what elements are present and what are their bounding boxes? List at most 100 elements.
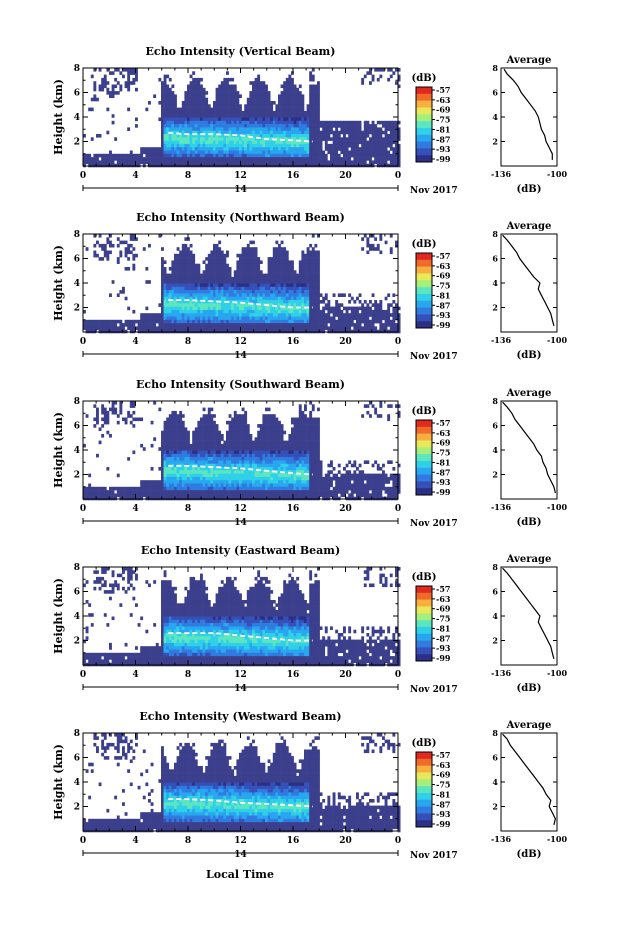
heatmap-cell xyxy=(246,120,250,125)
heatmap-cell xyxy=(168,91,172,95)
heatmap-cell xyxy=(184,434,188,438)
heatmap-cell xyxy=(228,127,232,131)
heatmap-cell xyxy=(241,293,245,297)
heatmap-cell xyxy=(166,473,170,478)
heatmap-cell xyxy=(192,263,196,268)
heatmap-cell xyxy=(278,303,281,307)
heatmap-cell xyxy=(213,300,216,304)
heatmap-cell xyxy=(132,490,136,494)
heatmap-cell xyxy=(202,107,206,112)
heatmap-cell xyxy=(270,153,274,158)
heatmap-cell xyxy=(223,130,227,135)
heatmap-cell xyxy=(337,326,341,330)
heatmap-cell xyxy=(207,437,211,441)
heatmap-cell xyxy=(257,97,261,102)
heatmap-cell xyxy=(332,150,336,155)
heatmap-cell xyxy=(179,267,183,271)
heatmap-cell xyxy=(278,97,281,102)
heatmap-cell xyxy=(389,160,393,164)
heatmap-cell xyxy=(184,91,188,95)
heatmap-cell xyxy=(304,127,307,131)
heatmap-cell xyxy=(202,440,206,445)
heatmap-cell xyxy=(280,143,284,148)
heatmap-cell xyxy=(200,490,203,494)
heatmap-cell xyxy=(181,253,185,258)
heatmap-cell xyxy=(88,107,92,112)
heatmap-cell xyxy=(330,160,333,164)
heatmap-cell xyxy=(145,147,149,151)
heatmap-cell xyxy=(278,114,281,118)
heatmap-cell xyxy=(187,270,190,274)
heatmap-cell xyxy=(215,306,219,311)
heatmap-cell xyxy=(304,134,307,138)
colorbar-tick-label: -63 xyxy=(436,95,451,105)
heatmap-cell xyxy=(270,263,274,268)
heatmap-cell xyxy=(319,143,323,148)
heatmap-cell xyxy=(207,290,211,294)
heatmap-cell xyxy=(205,134,209,138)
heatmap-cell xyxy=(210,117,214,122)
heatmap-cell xyxy=(181,486,185,491)
heatmap-cell xyxy=(244,110,248,115)
heatmap-cell xyxy=(340,127,344,131)
heatmap-cell xyxy=(223,137,227,141)
heatmap-cell xyxy=(163,110,167,115)
heatmap-cell xyxy=(168,104,172,108)
heatmap-cell xyxy=(340,303,344,307)
heatmap-cell xyxy=(166,114,170,118)
heatmap-cell xyxy=(226,143,229,148)
heatmap-cell xyxy=(244,250,248,255)
heatmap-cell xyxy=(275,253,279,258)
heatmap-cell xyxy=(335,120,339,125)
heatmap-cell xyxy=(374,326,378,330)
heatmap-cell xyxy=(278,280,281,284)
heatmap-cell xyxy=(259,323,263,327)
heatmap-cell xyxy=(314,124,318,128)
heatmap-cell xyxy=(254,81,258,85)
heatmap-cell xyxy=(111,114,115,118)
heatmap-cell xyxy=(317,157,320,161)
heatmap-cell xyxy=(231,153,235,158)
heatmap-cell xyxy=(353,147,357,151)
heatmap-cell xyxy=(171,476,175,481)
heatmap-cell xyxy=(184,137,188,141)
heatmap-cell xyxy=(174,107,177,112)
heatmap-cell xyxy=(254,87,258,92)
heatmap-cell xyxy=(205,447,209,451)
heatmap-cell xyxy=(226,130,229,135)
heatmap-cell xyxy=(356,313,359,317)
heatmap-cell xyxy=(306,326,310,330)
heatmap-cell xyxy=(83,443,86,448)
heatmap-cell xyxy=(88,157,92,161)
heatmap-cell xyxy=(98,440,102,445)
heatmap-cell xyxy=(220,270,224,274)
heatmap-cell xyxy=(192,319,196,324)
heatmap-cell xyxy=(106,240,110,245)
heatmap-cell xyxy=(213,110,216,115)
heatmap-cell xyxy=(168,127,172,131)
heatmap-cell xyxy=(116,293,120,297)
heatmap-cell xyxy=(145,323,149,327)
heatmap-cell xyxy=(314,110,318,115)
heatmap-cell xyxy=(171,117,175,122)
heatmap-cell xyxy=(395,150,398,155)
heatmap-cell xyxy=(270,117,274,122)
heatmap-cell xyxy=(330,306,333,311)
heatmap-cell xyxy=(301,153,305,158)
heatmap-cell xyxy=(291,263,294,268)
heatmap-cell xyxy=(194,134,198,138)
heatmap-cell xyxy=(189,490,193,494)
colorbar-tick-label: -75 xyxy=(436,281,450,291)
heatmap-cell xyxy=(379,150,383,155)
heatmap-cell xyxy=(330,124,333,128)
heatmap-cell xyxy=(397,134,401,138)
heatmap-cell xyxy=(275,283,279,288)
heatmap-cell xyxy=(132,450,136,455)
heatmap-cell xyxy=(327,137,331,141)
heatmap-cell xyxy=(374,134,378,138)
heatmap-cell xyxy=(174,453,177,458)
heatmap-cell xyxy=(181,243,185,248)
heatmap-cell xyxy=(171,460,175,464)
heatmap-cell xyxy=(280,240,284,245)
heatmap-cell xyxy=(275,263,279,268)
